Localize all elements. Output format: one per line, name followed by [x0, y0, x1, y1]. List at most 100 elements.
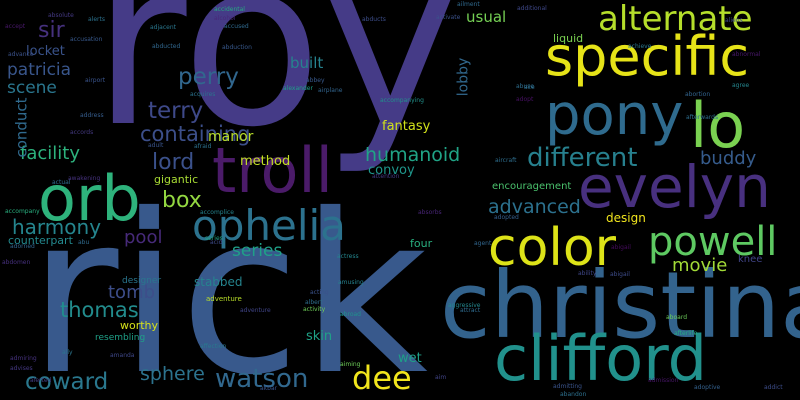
- word: sir: [38, 18, 65, 43]
- word: accept: [5, 23, 26, 30]
- word: ophelia: [192, 201, 346, 250]
- word: aircraft: [495, 157, 517, 164]
- word: wet: [398, 351, 422, 366]
- word: adjacent: [150, 24, 176, 31]
- word: admiring: [10, 355, 37, 362]
- word: worthy: [120, 319, 159, 332]
- word: specific: [545, 25, 750, 88]
- word: abduction: [222, 44, 252, 51]
- word: buddy: [700, 148, 757, 169]
- word: alerts: [88, 16, 105, 23]
- word: watson: [215, 364, 309, 394]
- word: lord: [152, 150, 195, 175]
- word: method: [240, 154, 291, 169]
- word: abigail: [611, 244, 631, 251]
- word: stabbed: [194, 275, 243, 289]
- word: convoy: [368, 163, 415, 178]
- word: powell: [648, 219, 778, 265]
- word: accompany: [5, 208, 40, 215]
- word: adopted: [494, 214, 519, 221]
- word: abandon: [560, 391, 587, 398]
- word: perry: [178, 64, 239, 90]
- word: admission: [648, 377, 679, 384]
- word: advanced: [488, 196, 581, 218]
- word: sphere: [140, 363, 205, 385]
- word: christina: [440, 252, 800, 359]
- word: absorbs: [418, 209, 442, 216]
- word: adopt: [516, 96, 534, 103]
- word: acquires: [190, 91, 216, 98]
- word: tomb: [108, 282, 156, 303]
- word: accused: [224, 23, 249, 30]
- word: airplane: [318, 87, 343, 94]
- word: containing: [140, 122, 251, 146]
- word: amanda: [110, 352, 135, 359]
- word: abnormal: [732, 51, 761, 58]
- word: fantasy: [382, 119, 431, 134]
- word: actual: [52, 179, 71, 186]
- word: rick: [28, 167, 428, 400]
- word: knee: [738, 254, 763, 265]
- word: thomas: [60, 298, 139, 322]
- word: counterpart: [8, 234, 73, 247]
- word: accomplice: [200, 209, 234, 216]
- word: movie: [672, 255, 728, 276]
- word: addict: [764, 384, 783, 391]
- word: alternate: [598, 0, 753, 39]
- word: dee: [352, 359, 412, 397]
- word: alcohol: [214, 15, 236, 22]
- word: adult: [148, 142, 164, 149]
- word: manor: [208, 129, 254, 145]
- word: patricia: [7, 60, 72, 80]
- word: design: [606, 211, 646, 225]
- word: additional: [517, 5, 547, 12]
- word: advises: [10, 365, 33, 372]
- word: harmony: [12, 215, 102, 239]
- word: skin: [306, 329, 333, 344]
- word: box: [162, 188, 202, 213]
- word: locket: [26, 44, 65, 59]
- word: conduct: [12, 97, 31, 158]
- word: afterlife: [674, 330, 698, 337]
- word: terry: [148, 98, 204, 124]
- word: abu: [78, 239, 90, 246]
- word: amusing: [338, 279, 364, 286]
- word: alerted: [30, 377, 52, 384]
- word: absolute: [48, 12, 74, 19]
- word: aiming: [340, 361, 361, 368]
- word: series: [205, 235, 223, 242]
- word: gigantic: [154, 173, 199, 186]
- word: usual: [466, 8, 507, 26]
- word: abducted: [152, 43, 181, 50]
- word: achieve: [628, 43, 652, 50]
- word: afterwards: [686, 114, 719, 121]
- word: humanoid: [365, 144, 461, 166]
- word: ailment: [457, 1, 480, 8]
- word: lobby: [455, 57, 472, 97]
- word: aim: [435, 374, 447, 381]
- word: aggressive: [448, 302, 481, 309]
- word: abdomen: [2, 259, 31, 266]
- word: albert: [305, 299, 323, 306]
- word: abbey: [306, 77, 325, 84]
- word: built: [290, 54, 324, 72]
- word: attract: [460, 307, 481, 314]
- word: activate: [436, 14, 461, 21]
- word: accusation: [70, 36, 103, 43]
- word: lo: [690, 89, 746, 162]
- word: adoptive: [694, 384, 721, 391]
- word: series: [232, 241, 283, 261]
- word: affection: [200, 343, 227, 350]
- word: troll: [212, 134, 333, 207]
- word: agree: [732, 82, 750, 89]
- word: aliens: [725, 17, 743, 24]
- word: orb: [38, 162, 141, 235]
- word: pony: [545, 83, 684, 148]
- word: abroad: [340, 311, 361, 318]
- word: liquid: [553, 32, 584, 45]
- word: ability: [578, 270, 597, 277]
- word: acid: [210, 239, 223, 246]
- word: address: [80, 112, 104, 119]
- word: alexander: [283, 85, 313, 92]
- word: roy: [92, 0, 459, 178]
